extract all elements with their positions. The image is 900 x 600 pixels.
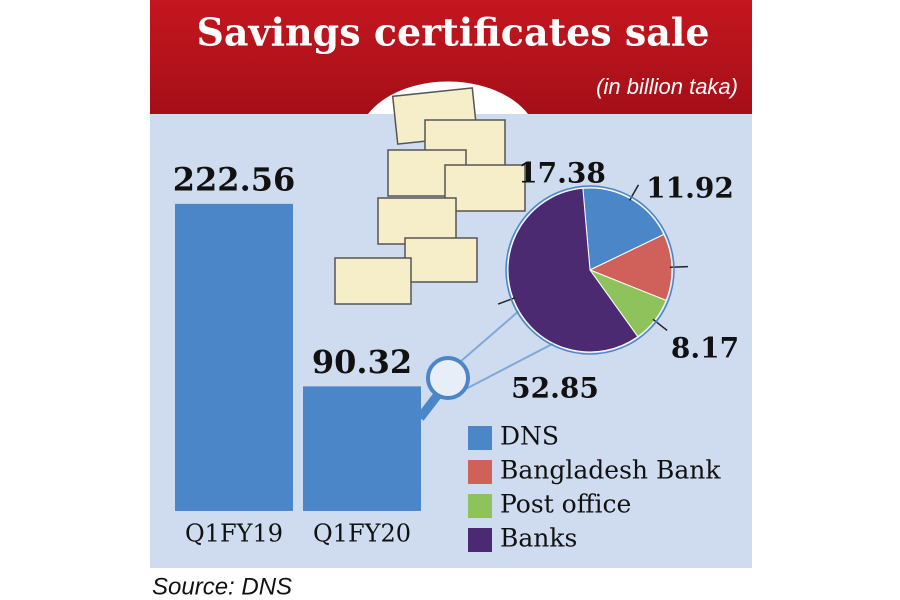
bar — [175, 203, 293, 512]
legend-swatch — [468, 460, 492, 484]
legend-label: Bangladesh Bank — [500, 456, 721, 485]
legend-label: DNS — [500, 422, 559, 451]
magnifier — [416, 309, 561, 421]
source: Source: DNS — [152, 573, 292, 600]
leader-line — [669, 265, 688, 268]
pie-value-label: 11.92 — [646, 172, 734, 205]
leader-line — [628, 184, 640, 201]
legend-swatch — [468, 494, 492, 518]
pie-value-label: 52.85 — [511, 372, 599, 405]
bar — [303, 386, 421, 511]
legend-label: Post office — [500, 490, 631, 519]
pie-value-label: 17.38 — [518, 157, 606, 190]
subtitle: (in billion taka) — [596, 74, 738, 99]
certificates-illustration — [334, 87, 526, 305]
legend-swatch — [468, 528, 492, 552]
leader-line — [652, 318, 668, 332]
bar-value-label: 90.32 — [312, 343, 412, 381]
legend-swatch — [468, 426, 492, 450]
x-tick-label: Q1FY19 — [185, 520, 283, 548]
title: Savings certificates sale — [196, 10, 709, 55]
leader-line — [497, 297, 516, 305]
x-tick-label: Q1FY20 — [313, 520, 411, 548]
pie-value-label: 8.17 — [671, 332, 739, 365]
pie-outline — [505, 185, 675, 355]
legend-label: Banks — [500, 524, 577, 553]
bar-value-label: 222.56 — [173, 160, 295, 198]
